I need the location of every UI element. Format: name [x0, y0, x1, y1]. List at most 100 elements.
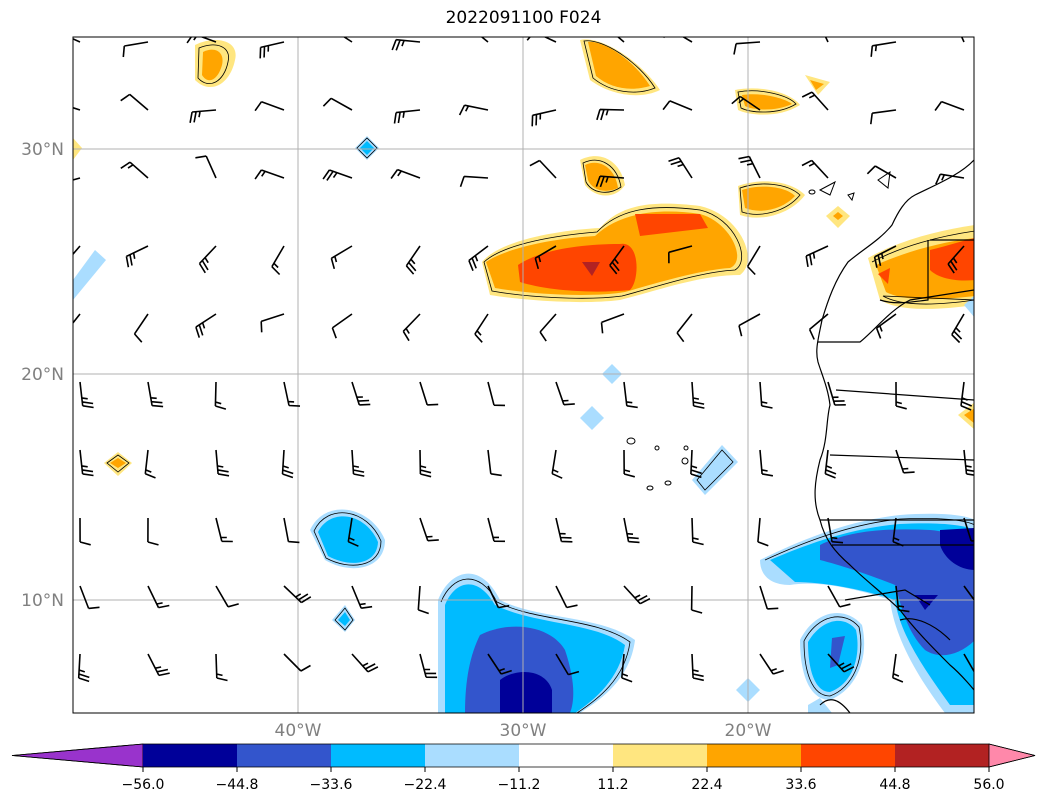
axis-labels: 40°W 30°W 20°W 30°N 20°N 10°N [21, 140, 772, 741]
wind-barb [555, 653, 580, 676]
colorbar-tick-label: 22.4 [691, 777, 722, 793]
wind-barb [147, 653, 170, 677]
wind-barb [419, 517, 439, 542]
colorbar-tick-label: −11.2 [498, 777, 541, 793]
wind-barb [283, 653, 311, 672]
wind-barb [529, 159, 557, 179]
wind-barb [417, 585, 429, 615]
lon-label-40w: 40°W [275, 721, 322, 741]
wind-barb [79, 449, 94, 477]
wind-barb [555, 585, 578, 609]
wind-barb [186, 37, 217, 44]
wind-barb [351, 585, 373, 609]
wind-barb [283, 585, 312, 604]
wind-barbs [73, 37, 974, 683]
colorbar-swatch [331, 744, 426, 767]
wind-barb [480, 37, 489, 43]
wind-barb [551, 449, 563, 479]
wind-barb [870, 109, 897, 125]
wind-barb [147, 585, 170, 609]
wind-barb [616, 37, 625, 43]
wind-barb [827, 517, 844, 544]
wind-barb [951, 313, 965, 344]
wind-barb [405, 245, 421, 275]
wind-barb [892, 517, 904, 547]
wind-barb [77, 653, 90, 683]
lat-label-20n: 20°N [21, 365, 64, 385]
wind-barb [801, 91, 829, 111]
wind-barb [731, 95, 761, 111]
wind-barb [759, 449, 774, 477]
wind-barb [691, 381, 705, 409]
map-title: 2022091100 F024 [445, 8, 602, 28]
wind-barb [79, 585, 100, 610]
wind-barb [144, 449, 156, 479]
wind-barb [934, 100, 965, 111]
wind-barb [668, 245, 693, 264]
wind-barb [147, 381, 164, 408]
wind-barb [393, 109, 421, 124]
gridlines [73, 37, 974, 713]
wind-barb [870, 41, 897, 57]
wind-barb [254, 169, 285, 180]
wind-barb [281, 449, 294, 479]
wind-barb [866, 165, 897, 179]
colorbar-swatch [237, 744, 332, 767]
colorbar-extend-high [988, 743, 1036, 768]
wind-barb [390, 168, 421, 179]
colorbar-tick-label: 44.8 [879, 777, 910, 793]
wind-barb [342, 37, 353, 43]
wind-barb [892, 653, 904, 683]
wind-barb [595, 175, 625, 188]
colorbar-swatch [613, 744, 708, 767]
wind-barb [691, 517, 704, 546]
wind-barb [283, 381, 301, 407]
wind-barb [555, 381, 575, 406]
wind-barb [738, 313, 761, 337]
wind-barb [555, 517, 573, 543]
wind-barb [73, 313, 81, 325]
wind-barb [214, 381, 227, 410]
wind-barb [419, 381, 439, 406]
wind-barb [283, 517, 300, 544]
wind-barb [195, 155, 217, 179]
wind-barb [873, 245, 897, 268]
wind-barb [419, 653, 438, 679]
contour-lines [106, 40, 974, 713]
wind-barb [824, 449, 837, 479]
wind-barb [391, 38, 421, 51]
wind-barb [733, 41, 761, 55]
wind-barb [895, 449, 915, 474]
wind-barb [259, 41, 285, 59]
wind-barb [691, 653, 704, 682]
negative-field [73, 136, 974, 713]
wind-barb [759, 653, 784, 675]
wind-barb [468, 245, 489, 271]
wind-barb [419, 449, 432, 478]
wind-barb [133, 313, 149, 343]
wind-barb [662, 100, 693, 111]
wind-barb [215, 653, 228, 682]
wind-barb [596, 108, 625, 121]
shaded-fields [73, 37, 974, 713]
wind-barb [79, 381, 94, 409]
colorbar-swatch [519, 744, 614, 767]
colorbar-extend-low [11, 743, 144, 768]
wind-barb [960, 37, 965, 43]
wind-barb [487, 517, 506, 543]
colorbar-tick-label: 33.6 [785, 777, 816, 793]
lon-label-20w: 20°W [725, 721, 772, 741]
colorbar-tick-label: 11.2 [597, 777, 628, 793]
wind-barb [120, 93, 149, 111]
colorbar-swatch [895, 744, 990, 767]
wind-barb [875, 313, 897, 339]
wind-barb [122, 41, 149, 58]
wind-barb [195, 313, 217, 338]
wind-barb [690, 449, 702, 479]
wind-barb [690, 585, 703, 614]
wind-barb [189, 109, 217, 123]
wind-barb [474, 313, 489, 343]
wind-barb [487, 585, 510, 609]
wind-barb [125, 245, 149, 268]
